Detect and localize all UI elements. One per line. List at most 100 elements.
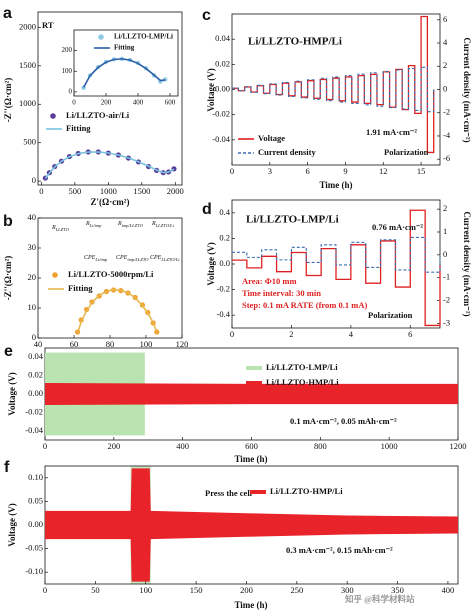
chart-title: Li/LLZTO-HMP/Li (248, 36, 342, 48)
x-tick-label: 4 (349, 329, 354, 339)
y-tick-label: -0.05 (25, 543, 43, 553)
x-tick-label: 150 (190, 585, 203, 595)
y2-tick-label: -4 (443, 130, 451, 140)
circuit-label: CPELi/imp (84, 255, 108, 262)
plot-area (73, 29, 179, 97)
y2-tick-label: -2 (443, 295, 450, 305)
annotation: 1.91 mA·cm⁻² (366, 127, 417, 137)
x-axis-label: Z'(Ω·cm²) (91, 197, 130, 207)
y2-tick-label: 6 (443, 14, 447, 24)
legend-label: Fitting (68, 283, 93, 293)
circuit-label: RLi/imp (85, 221, 102, 228)
y-tick-label: -0.02 (25, 406, 43, 416)
chart-title: Li/LLZTO-LMP/Li (246, 214, 339, 226)
x-axis-label: Time (h) (234, 454, 267, 464)
series-line (232, 236, 441, 273)
x-tick-label: 400 (133, 99, 144, 107)
x-tick-label: 300 (341, 585, 354, 595)
y-tick-label: 0.0 (219, 258, 230, 268)
x-tick-label: 0 (72, 99, 76, 107)
x-tick-label: 6 (408, 329, 412, 339)
circuit-subscript: Li/imp (89, 223, 103, 228)
plot-area (231, 13, 441, 166)
x-tick-label: 1500 (133, 186, 150, 196)
annotation: Polarization (368, 310, 413, 320)
y-tick-label: 0.2 (219, 232, 230, 242)
y-tick-label: -0.10 (25, 566, 43, 576)
x-tick-label: 0 (39, 186, 43, 196)
fit-line (82, 58, 166, 88)
legend-label: Li/LLZTO-HMP/Li (270, 486, 343, 496)
y2-tick-label: 2 (443, 203, 447, 213)
y-tick-label: 0.04 (28, 351, 44, 361)
circuit-label: RLLZTO/Li (151, 221, 175, 228)
y-tick-label: 0.02 (28, 370, 43, 380)
circuit-symbol: R (51, 225, 56, 231)
x-tick-label: 40 (34, 339, 43, 349)
x-tick-label: 600 (245, 441, 258, 451)
plot-area (37, 217, 183, 339)
y2-tick-label: 0 (443, 249, 447, 259)
fit-line (76, 288, 158, 334)
y-axis-label: -Z''(Ω·cm²) (3, 256, 13, 300)
circuit-symbol: CPE (116, 255, 128, 261)
x-tick-label: 1200 (450, 441, 467, 451)
y-tick-label: -0.02 (212, 109, 230, 119)
y-tick-label: 0.05 (28, 495, 43, 505)
circuit-label: RLLZTO (51, 225, 70, 232)
y2-tick-label: 0 (443, 83, 447, 93)
y-tick-label: 200 (62, 46, 73, 54)
panel-label: c (202, 7, 211, 24)
annotation: Time interval: 30 min (242, 288, 321, 298)
y2-tick-label: 4 (443, 37, 448, 47)
voltage-band (45, 382, 458, 406)
y-axis-label: Voltage (V) (206, 242, 216, 285)
circuit-subscript: imp/LLZTO (127, 257, 149, 262)
y-tick-label: 500 (23, 137, 36, 147)
y2-tick-label: -6 (443, 153, 450, 163)
fit-line (44, 151, 175, 179)
circuit-symbol: R (151, 221, 156, 227)
x-tick-label: 12 (379, 166, 388, 176)
y-tick-label: -0.04 (212, 134, 230, 144)
y-tick-label: -0.04 (25, 425, 43, 435)
y2-axis-label: Current density (mA·cm⁻²) (462, 211, 472, 316)
circuit-symbol: CPE (84, 255, 96, 261)
x-tick-label: 200 (101, 99, 112, 107)
x-tick-label: 80 (106, 339, 115, 349)
voltage-band (45, 468, 458, 582)
y2-tick-label: -1 (443, 272, 450, 282)
x-tick-label: 500 (68, 186, 81, 196)
panel-label: e (4, 343, 13, 360)
y-tick-label: 1000 (19, 98, 36, 108)
x-tick-label: 1000 (100, 186, 117, 196)
x-tick-label: 0 (230, 166, 234, 176)
annotation: 0.1 mA·cm⁻², 0.05 mAh·cm⁻² (290, 416, 397, 426)
y-tick-label: 0 (32, 332, 36, 342)
x-tick-label: 2000 (167, 186, 184, 196)
circuit-subscript: LLZTO (55, 227, 70, 232)
y-tick-label: 0.04 (215, 33, 231, 43)
x-axis-label: Time (h) (319, 180, 352, 190)
x-axis-label: Time (h) (234, 600, 267, 610)
x-tick-label: 400 (442, 585, 455, 595)
y-tick-label: 20 (28, 272, 37, 282)
circuit-subscript: imp/LLZTO (122, 223, 144, 228)
annotation: RT (42, 20, 54, 30)
circuit-subscript: LLZTO/Li (160, 257, 180, 262)
legend-label: Voltage (258, 133, 285, 143)
x-tick-label: 400 (176, 441, 189, 451)
legend-label: Li/LLZTO-air/Li (66, 110, 130, 120)
y-axis-label: -Z''(Ω·cm²) (3, 78, 13, 122)
y-tick-label: 0.00 (28, 388, 43, 398)
circuit-label: CPEimp/LLZTO (116, 255, 149, 262)
y-tick-label: 0.4 (219, 207, 230, 217)
y-tick-label: 40 (28, 212, 37, 222)
y-tick-label: 0.00 (215, 83, 230, 93)
annotation: 0.3 mA·cm⁻², 0.15 mAh·cm⁻² (286, 545, 393, 555)
y2-tick-label: 1 (443, 226, 447, 236)
x-tick-label: 1000 (381, 441, 398, 451)
x-tick-label: 3 (268, 166, 272, 176)
circuit-symbol: R (117, 221, 122, 227)
circuit-subscript: Li/imp (94, 257, 108, 262)
